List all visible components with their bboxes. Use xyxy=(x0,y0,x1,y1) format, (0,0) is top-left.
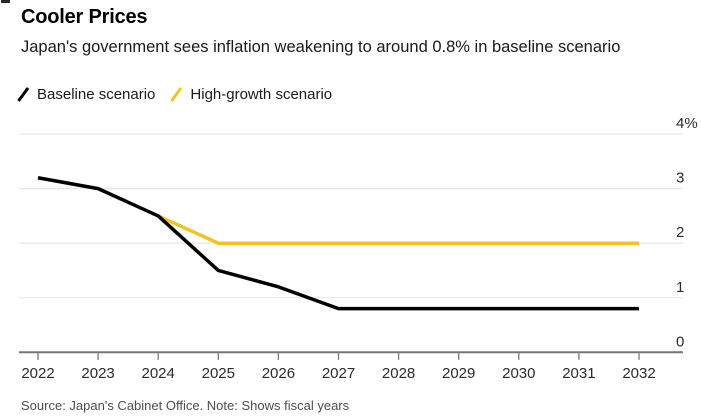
y-axis-label: 0 xyxy=(676,333,684,350)
x-axis-tick-label: 2024 xyxy=(142,365,175,382)
x-axis-tick-label: 2029 xyxy=(442,365,475,382)
legend-slash-icon xyxy=(17,87,30,102)
x-axis-tick-label: 2032 xyxy=(622,365,655,382)
y-axis-label: 3 xyxy=(676,170,684,187)
legend-label-baseline: Baseline scenario xyxy=(37,86,156,103)
x-axis-tick-label: 2031 xyxy=(562,365,595,382)
x-axis-tick-label: 2022 xyxy=(21,365,54,382)
legend-item-baseline: Baseline scenario xyxy=(16,86,155,103)
x-axis-tick-label: 2026 xyxy=(262,365,295,382)
chart-title: Cooler Prices xyxy=(21,6,148,28)
y-axis-label: 2 xyxy=(676,224,684,241)
x-axis-tick-label: 2023 xyxy=(81,365,114,382)
legend: Baseline scenario High-growth scenario xyxy=(16,86,332,103)
series-line-high-growth xyxy=(157,214,639,245)
series-line-baseline xyxy=(37,176,639,311)
x-axis-tick-label: 2025 xyxy=(202,365,235,382)
x-axis-tick-label: 2030 xyxy=(502,365,535,382)
corner-artifact xyxy=(1,0,10,3)
legend-slash-icon xyxy=(170,87,183,102)
high-growth-slash-icon xyxy=(170,87,183,102)
source-note: Source: Japan's Cabinet Office. Note: Sh… xyxy=(21,398,350,413)
chart-subtitle: Japan's government sees inflation weaken… xyxy=(21,38,621,56)
x-axis-tick-label: 2028 xyxy=(382,365,415,382)
legend-label-high-growth: High-growth scenario xyxy=(190,86,333,103)
legend-item-high-growth: High-growth scenario xyxy=(169,86,332,103)
baseline-slash-icon xyxy=(17,87,30,102)
x-axis-tick-label: 2027 xyxy=(322,365,355,382)
y-axis-label: 1 xyxy=(676,279,684,296)
y-axis-label: 4% xyxy=(676,115,698,132)
